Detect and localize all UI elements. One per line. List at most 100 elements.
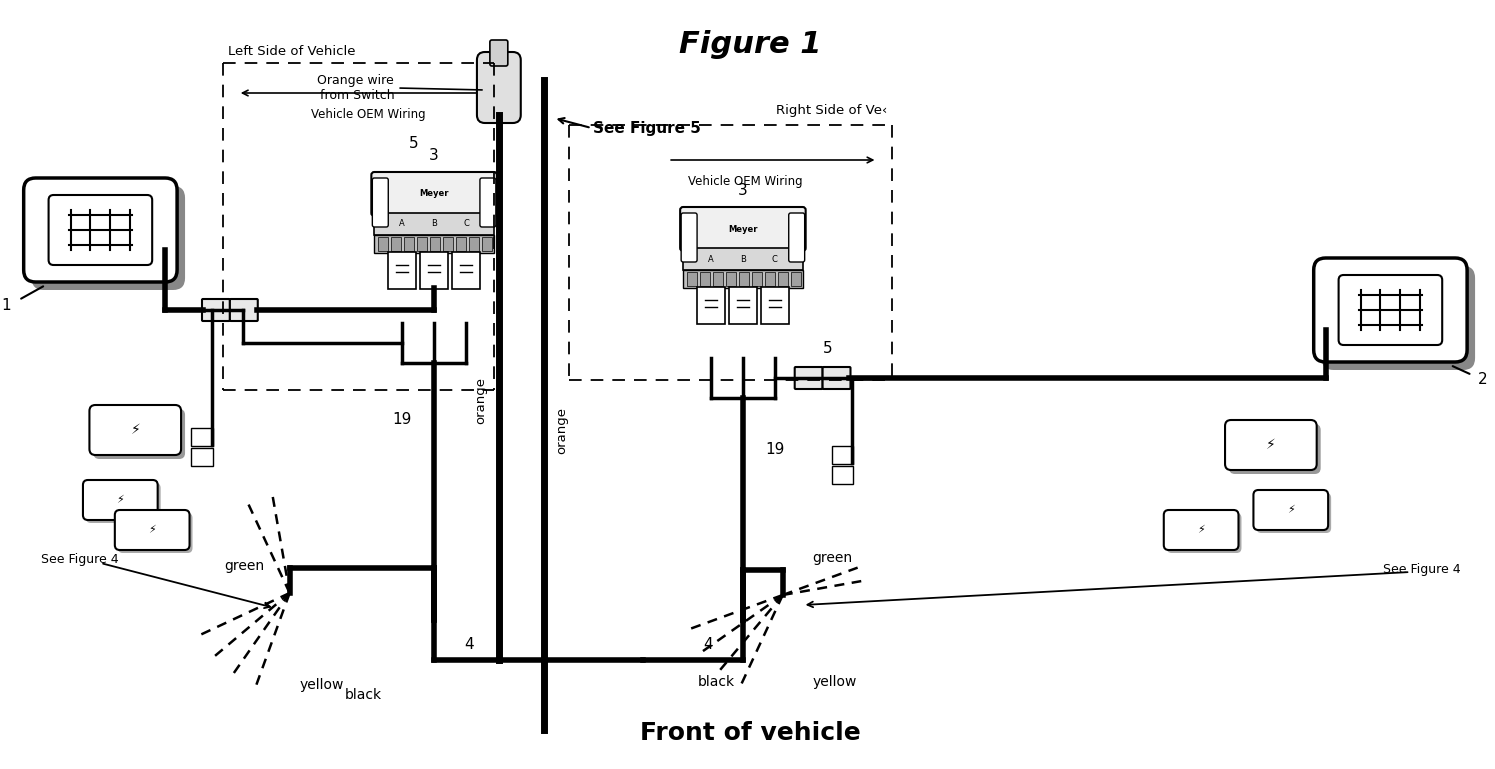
FancyBboxPatch shape — [24, 178, 176, 282]
FancyBboxPatch shape — [730, 287, 756, 324]
FancyBboxPatch shape — [831, 466, 854, 484]
Text: green: green — [813, 551, 852, 565]
Text: orange: orange — [474, 377, 487, 424]
FancyBboxPatch shape — [451, 252, 480, 289]
FancyBboxPatch shape — [371, 172, 496, 216]
FancyBboxPatch shape — [389, 252, 416, 289]
Text: 19: 19 — [393, 412, 413, 428]
FancyBboxPatch shape — [90, 405, 181, 455]
Text: Left Side of Vehicle: Left Side of Vehicle — [227, 45, 356, 58]
Text: Vehicle OEM Wiring: Vehicle OEM Wiring — [311, 108, 426, 121]
Text: black: black — [698, 675, 736, 689]
Text: C: C — [463, 219, 469, 228]
FancyBboxPatch shape — [431, 237, 440, 251]
FancyBboxPatch shape — [739, 272, 749, 286]
FancyBboxPatch shape — [31, 186, 185, 290]
FancyBboxPatch shape — [727, 272, 736, 286]
FancyBboxPatch shape — [791, 272, 801, 286]
Text: See Figure 4: See Figure 4 — [40, 554, 118, 567]
FancyBboxPatch shape — [795, 367, 822, 389]
Text: Figure 1: Figure 1 — [679, 30, 821, 59]
FancyBboxPatch shape — [481, 237, 492, 251]
FancyBboxPatch shape — [477, 52, 520, 123]
FancyBboxPatch shape — [1314, 258, 1467, 362]
FancyBboxPatch shape — [490, 40, 508, 66]
FancyBboxPatch shape — [456, 237, 466, 251]
Text: Orange wire
from Switch: Orange wire from Switch — [317, 74, 395, 102]
Text: ⚡: ⚡ — [1197, 525, 1205, 535]
Text: 3: 3 — [429, 148, 440, 163]
FancyBboxPatch shape — [680, 207, 806, 251]
FancyBboxPatch shape — [789, 213, 804, 262]
FancyBboxPatch shape — [700, 272, 710, 286]
Text: See Figure 4: See Figure 4 — [1383, 564, 1461, 577]
Text: 1: 1 — [1, 298, 10, 312]
Text: Meyer: Meyer — [419, 189, 448, 198]
FancyBboxPatch shape — [404, 237, 414, 251]
Text: orange: orange — [556, 407, 568, 454]
FancyBboxPatch shape — [713, 272, 724, 286]
FancyBboxPatch shape — [191, 428, 212, 446]
Text: ⚡: ⚡ — [148, 525, 155, 535]
FancyBboxPatch shape — [1229, 424, 1320, 474]
FancyBboxPatch shape — [682, 213, 697, 262]
FancyBboxPatch shape — [831, 446, 854, 464]
Text: Right Side of Ve‹: Right Side of Ve‹ — [776, 104, 888, 117]
FancyBboxPatch shape — [777, 272, 788, 286]
FancyBboxPatch shape — [443, 237, 453, 251]
FancyBboxPatch shape — [469, 237, 478, 251]
FancyBboxPatch shape — [417, 237, 428, 251]
FancyBboxPatch shape — [374, 235, 493, 253]
FancyBboxPatch shape — [372, 178, 389, 227]
FancyBboxPatch shape — [1256, 493, 1331, 533]
FancyBboxPatch shape — [230, 299, 257, 321]
FancyBboxPatch shape — [752, 272, 762, 286]
FancyBboxPatch shape — [392, 237, 401, 251]
FancyBboxPatch shape — [115, 510, 190, 550]
Text: 5: 5 — [410, 135, 419, 151]
FancyBboxPatch shape — [191, 448, 212, 466]
Text: B: B — [740, 255, 746, 264]
Text: 3: 3 — [739, 183, 748, 198]
Text: Meyer: Meyer — [728, 225, 758, 234]
FancyBboxPatch shape — [1163, 510, 1238, 550]
Text: 4: 4 — [703, 637, 713, 652]
Text: black: black — [344, 688, 381, 702]
FancyBboxPatch shape — [82, 480, 157, 520]
FancyBboxPatch shape — [697, 287, 725, 324]
Text: A: A — [399, 219, 405, 228]
Text: ⚡: ⚡ — [130, 423, 141, 437]
FancyBboxPatch shape — [683, 248, 803, 270]
Text: C: C — [771, 255, 777, 264]
Text: ⚡: ⚡ — [1266, 438, 1275, 452]
FancyBboxPatch shape — [374, 213, 493, 235]
FancyBboxPatch shape — [118, 513, 193, 553]
FancyBboxPatch shape — [822, 367, 851, 389]
FancyBboxPatch shape — [93, 409, 185, 459]
Text: B: B — [431, 219, 437, 228]
Text: 2: 2 — [1479, 372, 1488, 388]
FancyBboxPatch shape — [761, 287, 789, 324]
Text: yellow: yellow — [299, 678, 344, 692]
Text: A: A — [709, 255, 715, 264]
Text: yellow: yellow — [813, 675, 857, 689]
FancyBboxPatch shape — [202, 299, 230, 321]
FancyBboxPatch shape — [683, 270, 803, 288]
FancyBboxPatch shape — [1322, 266, 1476, 370]
Text: Front of vehicle: Front of vehicle — [640, 721, 860, 745]
FancyBboxPatch shape — [1224, 420, 1317, 470]
FancyBboxPatch shape — [85, 483, 160, 523]
FancyBboxPatch shape — [688, 272, 697, 286]
Text: ⚡: ⚡ — [1287, 505, 1295, 515]
Text: green: green — [224, 559, 265, 573]
Text: ⚡: ⚡ — [117, 495, 124, 505]
FancyBboxPatch shape — [1166, 513, 1241, 553]
Text: 19: 19 — [765, 442, 785, 458]
FancyBboxPatch shape — [420, 252, 448, 289]
Text: 4: 4 — [463, 637, 474, 652]
Text: See Figure 5: See Figure 5 — [594, 121, 701, 135]
Text: Vehicle OEM Wiring: Vehicle OEM Wiring — [688, 175, 803, 188]
FancyBboxPatch shape — [378, 237, 389, 251]
FancyBboxPatch shape — [480, 178, 496, 227]
FancyBboxPatch shape — [1253, 490, 1328, 530]
